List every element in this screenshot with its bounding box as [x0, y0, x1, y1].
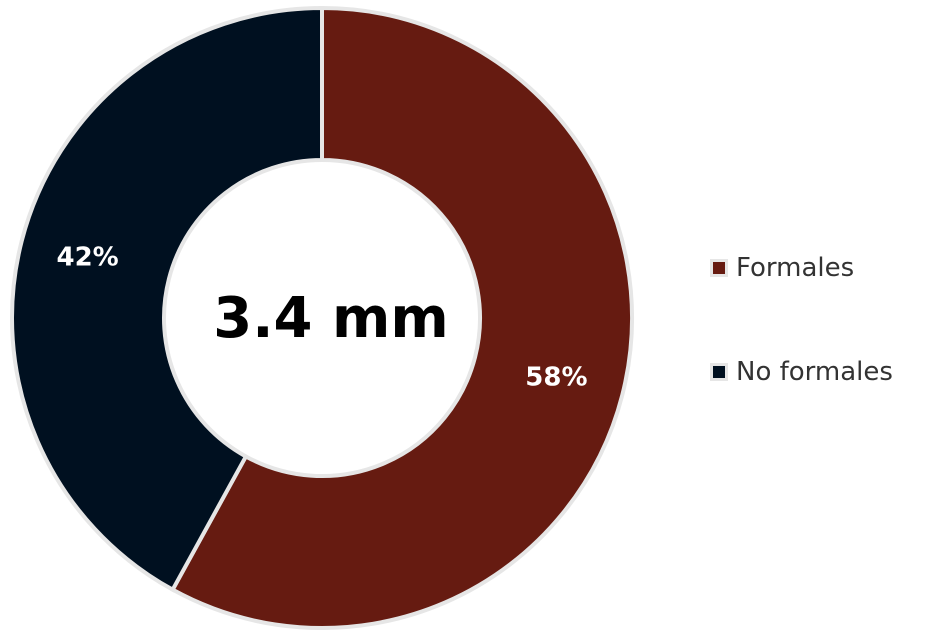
slice-no-formales	[10, 5, 324, 593]
slice-formales	[169, 5, 634, 630]
slice-label-formales: 58%	[525, 363, 587, 393]
legend-item-formales: Formales	[710, 246, 893, 290]
center-label: 3.4 mm	[213, 286, 448, 351]
slices-group	[10, 5, 634, 630]
legend-label-no-formales: No formales	[736, 357, 893, 387]
legend-swatch-no-formales	[710, 363, 728, 381]
legend-swatch-formales	[710, 259, 728, 277]
slice-label-no-formales: 42%	[56, 242, 118, 272]
legend-label-formales: Formales	[736, 253, 855, 283]
donut-chart-plot: 58% 42% 3.4 mm	[10, 5, 634, 630]
legend-item-no-formales: No formales	[710, 350, 893, 394]
slice-labels-group: 58% 42%	[56, 242, 587, 392]
legend: Formales No formales	[710, 246, 893, 394]
